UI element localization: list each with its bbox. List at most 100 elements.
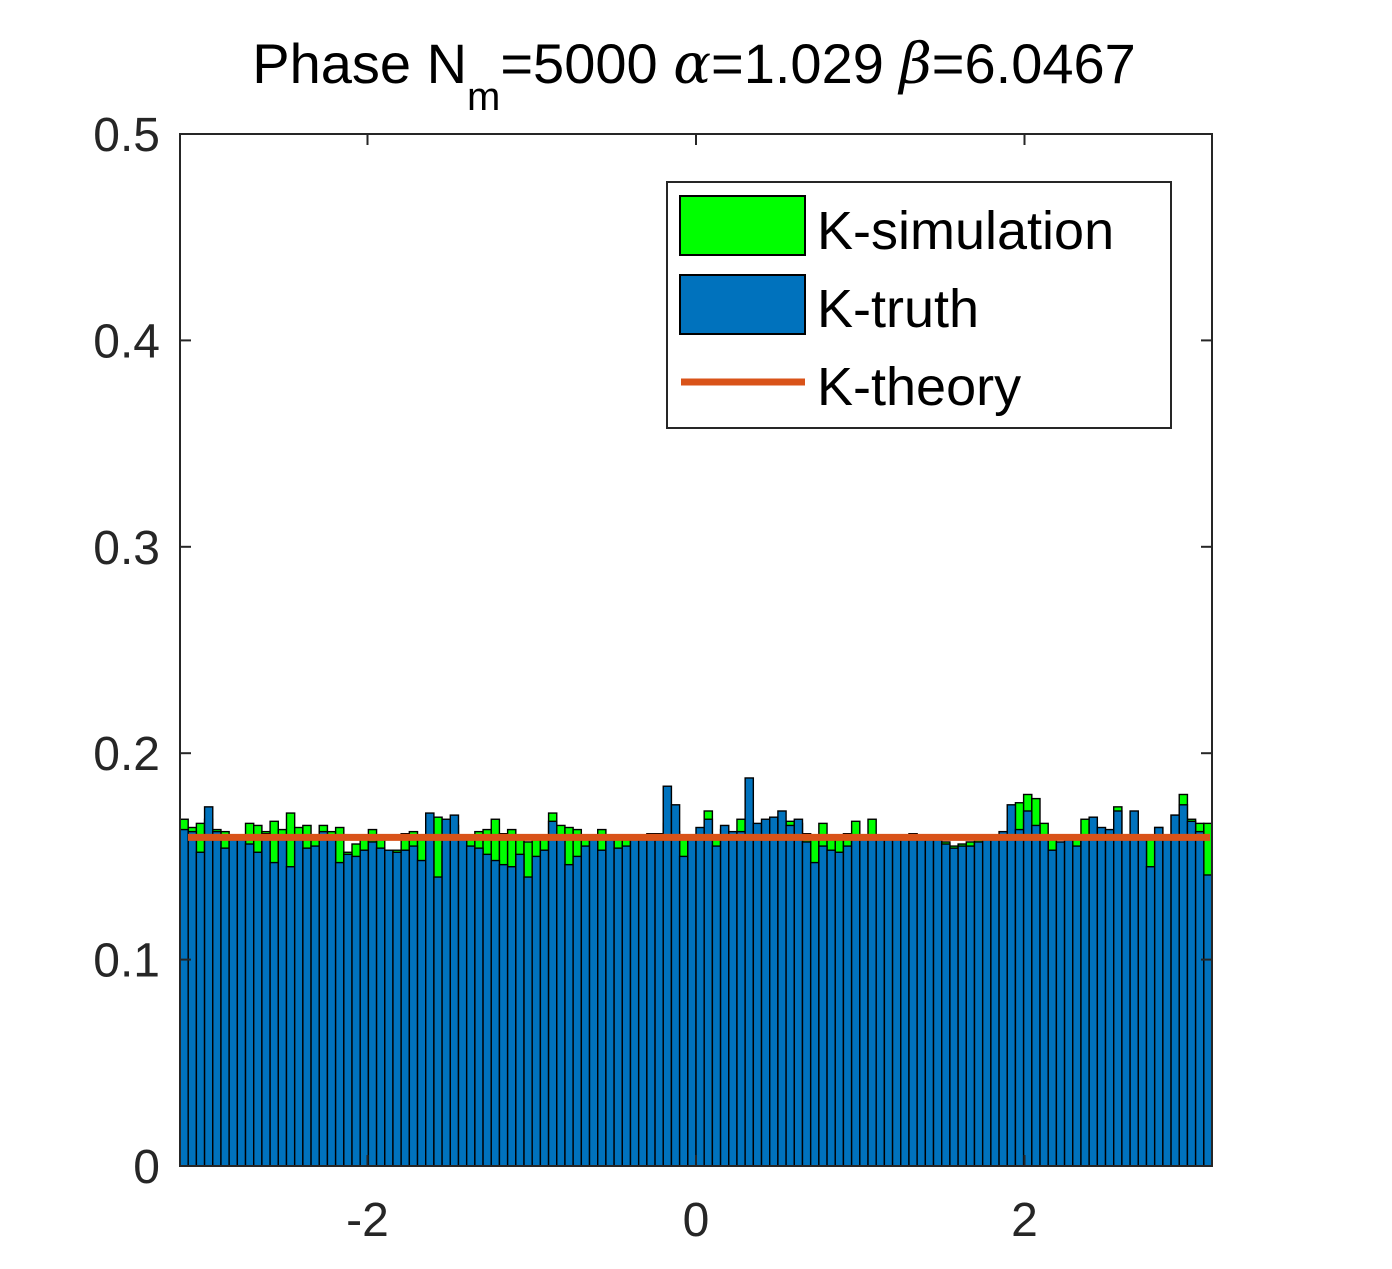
chart-title: Phase Nm=5000 α=1.029 β=6.0467 (252, 32, 1136, 119)
truth-bar (736, 830, 746, 1167)
truth-bar (203, 806, 214, 1167)
truth-bar (941, 843, 951, 1167)
truth-bar (752, 822, 763, 1167)
truth-bar (408, 845, 419, 1167)
chart-title-prefix: Phase N (252, 32, 467, 95)
truth-bar (1113, 810, 1123, 1167)
truth-bar (318, 830, 329, 1167)
truth-bar (187, 830, 198, 1167)
truth-bar (597, 849, 607, 1167)
truth-bar (801, 841, 812, 1167)
truth-bar (572, 855, 583, 1167)
truth-bar (367, 841, 378, 1167)
truth-bar (711, 845, 722, 1167)
truth-bar (785, 824, 795, 1167)
truth-bar (965, 845, 976, 1167)
truth-bar (1006, 804, 1017, 1167)
truth-bar (900, 835, 910, 1167)
truth-bar (678, 855, 689, 1167)
truth-bar (253, 851, 263, 1167)
truth-bar (400, 849, 411, 1167)
truth-bar (375, 847, 386, 1167)
truth-bar (425, 812, 435, 1167)
chart-title-alpha-value: =1.029 (711, 32, 899, 95)
y-tick-label: 0.5 (93, 109, 160, 162)
truth-bar (1047, 849, 1058, 1167)
truth-bar (883, 835, 894, 1167)
truth-bar (818, 845, 828, 1167)
y-tick-label: 0.3 (93, 522, 160, 575)
truth-bar (1170, 814, 1180, 1167)
truth-bar (695, 826, 705, 1167)
truth-bar (580, 845, 591, 1167)
legend-label-truth: K-truth (817, 279, 979, 339)
truth-bar (613, 847, 623, 1167)
y-tick-label: 0 (133, 1141, 160, 1194)
legend: K-simulation K-truth K-theory (666, 181, 1172, 429)
truth-bar (760, 818, 771, 1167)
truth-bar (957, 845, 967, 1167)
truth-bar (875, 835, 886, 1167)
truth-bar (228, 839, 239, 1167)
truth-bar (703, 818, 714, 1167)
truth-bar (588, 839, 599, 1167)
truth-bar (1039, 835, 1049, 1167)
truth-bar (195, 851, 206, 1167)
truth-bar (326, 839, 337, 1167)
truth-bar (990, 839, 1000, 1167)
chart-title-beta-symbol: β (897, 32, 931, 97)
truth-bar (654, 839, 664, 1167)
truth-bar (441, 818, 451, 1167)
truth-bars (179, 777, 1213, 1167)
truth-bar (891, 835, 902, 1167)
truth-bar (662, 785, 673, 1167)
truth-bar (1014, 828, 1025, 1167)
truth-bar (515, 853, 525, 1167)
truth-bar (392, 851, 402, 1167)
truth-bar (850, 839, 861, 1167)
truth-bar (777, 810, 787, 1167)
truth-bar (973, 841, 984, 1167)
truth-bar (482, 853, 492, 1167)
truth-bar (1121, 837, 1131, 1167)
truth-bar (556, 835, 566, 1167)
truth-bar (826, 849, 836, 1167)
truth-bar (1162, 837, 1172, 1167)
truth-bar (465, 845, 476, 1167)
truth-bar (621, 845, 632, 1167)
axis-tick-labels: -2 0 2 0 0.1 0.2 0.3 0.4 0.5 (93, 109, 1038, 1247)
legend-label-theory: K-theory (817, 357, 1021, 417)
truth-bar (1129, 810, 1139, 1167)
y-tick-label: 0.2 (93, 728, 160, 781)
truth-bar (1031, 824, 1041, 1167)
truth-bar (539, 849, 550, 1167)
truth-bar (310, 845, 320, 1167)
truth-bar (637, 835, 648, 1167)
truth-bar (506, 866, 517, 1167)
truth-bar (670, 804, 681, 1167)
truth-bar (949, 847, 959, 1167)
truth-bar (1178, 804, 1189, 1167)
truth-bar (1194, 830, 1205, 1167)
truth-bar (293, 835, 304, 1167)
y-tick-label: 0.1 (93, 935, 160, 988)
legend-swatch-truth (679, 274, 806, 335)
legend-swatch-simulation (679, 195, 806, 256)
truth-bar (384, 849, 394, 1167)
truth-bar (523, 876, 533, 1167)
truth-bar (261, 833, 271, 1167)
truth-bar (416, 859, 427, 1167)
truth-bar (1022, 810, 1033, 1167)
truth-bar (433, 876, 443, 1167)
truth-bar (793, 818, 804, 1167)
truth-bar (916, 835, 927, 1167)
truth-bar (351, 855, 361, 1167)
truth-bar (490, 859, 501, 1167)
truth-bar (605, 839, 615, 1167)
truth-bar (924, 835, 935, 1167)
truth-bar (1153, 826, 1164, 1167)
truth-bar (908, 835, 918, 1167)
truth-bar (867, 835, 877, 1167)
truth-bar (1080, 835, 1090, 1167)
truth-bar (1072, 845, 1082, 1167)
